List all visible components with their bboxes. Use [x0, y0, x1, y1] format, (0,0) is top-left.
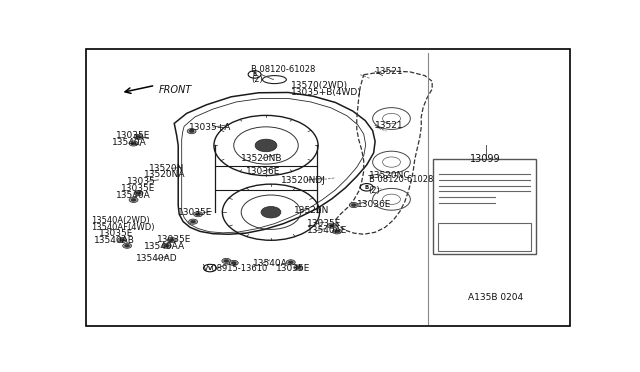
Circle shape	[224, 260, 229, 262]
Circle shape	[349, 202, 358, 208]
Circle shape	[129, 197, 138, 202]
Text: 13540AD: 13540AD	[136, 254, 177, 263]
Text: B 08120-61028
(2): B 08120-61028 (2)	[251, 65, 316, 84]
Bar	[433, 159, 536, 254]
Text: 13521: 13521	[375, 121, 404, 130]
Circle shape	[330, 224, 335, 227]
Circle shape	[261, 206, 281, 218]
Text: 13540AF(4WD): 13540AF(4WD)	[91, 222, 154, 232]
Text: V 08915-13610: V 08915-13610	[203, 264, 268, 273]
Circle shape	[286, 260, 295, 265]
Text: 13520NDJ: 13520NDJ	[281, 176, 326, 185]
Text: 13035E: 13035E	[157, 235, 191, 244]
Circle shape	[196, 213, 200, 216]
Text: 13540A: 13540A	[116, 191, 150, 201]
Text: FRONT: FRONT	[158, 86, 191, 96]
Text: 13035E: 13035E	[307, 219, 342, 228]
Text: 13520NC: 13520NC	[369, 171, 410, 180]
Circle shape	[169, 238, 174, 241]
Circle shape	[294, 265, 303, 270]
Text: 13035+B(4WD): 13035+B(4WD)	[291, 88, 362, 97]
Circle shape	[231, 262, 236, 264]
Circle shape	[222, 258, 231, 263]
Circle shape	[131, 198, 136, 201]
Text: 13035E: 13035E	[116, 131, 150, 140]
Text: 13036E: 13036E	[246, 167, 280, 176]
Circle shape	[296, 266, 301, 269]
Text: 13035+A: 13035+A	[189, 123, 232, 132]
Text: 13520NB: 13520NB	[241, 154, 283, 163]
Circle shape	[328, 223, 337, 228]
Text: 13540AA: 13540AA	[143, 242, 184, 251]
Circle shape	[189, 219, 198, 224]
Circle shape	[164, 244, 169, 247]
Text: 13540AB: 13540AB	[94, 236, 135, 246]
Circle shape	[351, 203, 356, 206]
Circle shape	[335, 230, 339, 233]
Circle shape	[125, 244, 129, 247]
Text: 13520N: 13520N	[150, 164, 185, 173]
Text: 13035E: 13035E	[121, 184, 155, 193]
Circle shape	[187, 129, 196, 134]
Text: 13570(2WD): 13570(2WD)	[291, 81, 348, 90]
Circle shape	[189, 130, 194, 132]
Circle shape	[136, 192, 141, 195]
Text: 13520NA: 13520NA	[143, 170, 185, 179]
Text: 13540A: 13540A	[112, 138, 147, 147]
Text: 13521: 13521	[375, 67, 404, 76]
Circle shape	[167, 237, 176, 243]
Circle shape	[131, 142, 136, 145]
Circle shape	[120, 238, 125, 241]
Circle shape	[193, 212, 202, 217]
Circle shape	[129, 141, 138, 146]
Text: 13520N: 13520N	[294, 206, 330, 215]
Text: B: B	[252, 72, 257, 77]
Text: V: V	[208, 266, 212, 270]
Bar	[438, 223, 531, 251]
Circle shape	[123, 243, 132, 248]
Circle shape	[229, 260, 238, 266]
Text: 13540A: 13540A	[253, 259, 287, 268]
Circle shape	[288, 261, 293, 264]
Circle shape	[191, 220, 196, 223]
Text: 13036E: 13036E	[356, 200, 391, 209]
Text: A135B 0204: A135B 0204	[468, 293, 524, 302]
Text: 13035E: 13035E	[276, 264, 310, 273]
Circle shape	[118, 237, 127, 243]
Circle shape	[163, 243, 172, 248]
Circle shape	[332, 229, 341, 234]
Circle shape	[134, 134, 143, 140]
Text: 13035E: 13035E	[178, 208, 212, 217]
Text: B 08120-61028
(2): B 08120-61028 (2)	[369, 175, 433, 195]
Text: 13099: 13099	[470, 154, 501, 164]
Circle shape	[255, 139, 277, 152]
Text: B: B	[365, 185, 369, 190]
Text: 13035E: 13035E	[99, 229, 133, 238]
Circle shape	[136, 135, 141, 138]
Circle shape	[134, 190, 143, 196]
Text: 13540A(2WD): 13540A(2WD)	[91, 216, 150, 225]
Text: 13540AE: 13540AE	[307, 226, 348, 235]
Text: 13035: 13035	[127, 177, 156, 186]
